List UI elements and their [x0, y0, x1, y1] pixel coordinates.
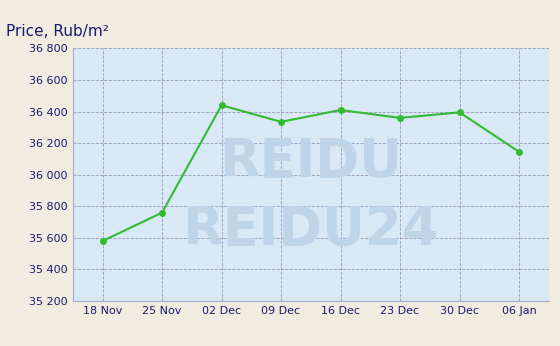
Text: Price, Rub/m²: Price, Rub/m² — [6, 24, 109, 39]
Text: REIDU: REIDU — [220, 136, 402, 188]
Text: REIDU24: REIDU24 — [183, 204, 439, 256]
